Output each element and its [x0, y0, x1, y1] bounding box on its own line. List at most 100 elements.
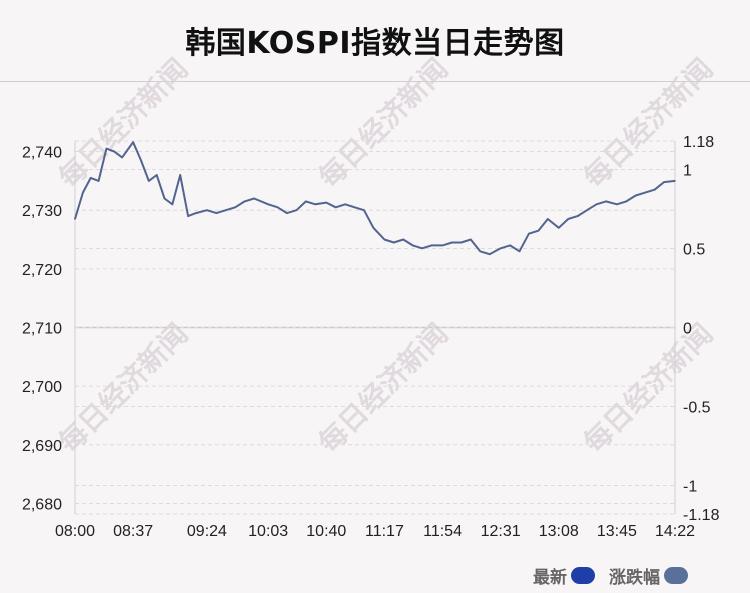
x-tick-label: 13:08: [539, 523, 579, 540]
data-point: [537, 229, 540, 232]
data-point: [353, 206, 356, 209]
data-point: [567, 218, 569, 220]
y-right-tick-label: 0.5: [683, 241, 705, 258]
title-divider: [0, 81, 750, 82]
data-point: [215, 212, 218, 214]
data-point: [441, 244, 444, 247]
x-tick-label: 08:00: [55, 523, 95, 540]
data-point: [179, 174, 182, 176]
legend-label-change: 涨跌幅: [609, 567, 660, 588]
x-tick-label: 12:31: [481, 523, 521, 540]
data-point: [243, 200, 246, 203]
data-point: [605, 200, 607, 203]
watermark-text: 每日经济新闻: [312, 52, 454, 194]
data-point: [97, 180, 100, 182]
data-point: [383, 238, 386, 241]
data-point: [295, 209, 298, 212]
y-right-tick-label: 1: [683, 162, 692, 179]
data-point: [372, 226, 375, 229]
watermark-text: 每日经济新闻: [52, 317, 194, 459]
data-point: [132, 141, 134, 143]
x-tick-label: 14:22: [655, 523, 695, 540]
data-point: [305, 200, 307, 203]
x-tick-label: 13:45: [597, 523, 637, 540]
data-point: [163, 197, 166, 200]
legend-swatch-change: [664, 566, 688, 584]
y-left-tick-label: 2,740: [22, 145, 62, 162]
data-point: [411, 244, 414, 247]
watermark-text: 每日经济新闻: [577, 52, 719, 194]
data-point: [89, 177, 92, 179]
data-point: [460, 241, 463, 244]
data-point: [402, 238, 405, 241]
x-tick-label: 10:03: [248, 523, 288, 540]
data-point: [234, 206, 237, 209]
data-point: [121, 156, 123, 159]
legend-item-latest[interactable]: 最新: [533, 563, 595, 588]
legend-swatch-latest: [571, 566, 595, 584]
data-point: [499, 247, 502, 250]
data-point: [616, 203, 618, 206]
data-point: [644, 191, 646, 194]
x-tick-label: 11:54: [423, 523, 462, 540]
data-point: [140, 159, 142, 162]
data-point: [653, 188, 656, 191]
data-point: [195, 212, 197, 214]
y-left-tick-label: 2,730: [22, 203, 62, 220]
data-point: [267, 203, 269, 206]
watermark-text: 每日经济新闻: [52, 52, 194, 194]
data-point: [105, 147, 108, 150]
data-point: [155, 174, 158, 176]
data-point: [528, 232, 530, 235]
data-point: [286, 212, 288, 214]
data-point: [187, 215, 189, 217]
legend-item-change[interactable]: 涨跌幅: [609, 563, 688, 588]
data-point: [148, 180, 150, 182]
data-point: [488, 253, 491, 255]
x-tick-label: 08:37: [113, 523, 153, 540]
y-left-tick-label: 2,680: [22, 496, 62, 513]
data-point: [74, 218, 76, 220]
data-point: [393, 241, 395, 244]
data-point: [171, 203, 174, 206]
data-point: [314, 203, 317, 206]
data-point: [509, 244, 511, 247]
y-left-tick-label: 2,700: [22, 379, 62, 396]
data-point: [586, 209, 588, 212]
watermark-text: 每日经济新闻: [577, 317, 719, 459]
chart-title-bar: 韩国KOSPI指数当日走势图: [0, 0, 750, 80]
data-point: [663, 181, 665, 183]
data-point: [253, 197, 255, 200]
data-point: [557, 226, 560, 229]
data-point: [451, 241, 453, 244]
data-point: [276, 206, 279, 209]
data-point: [325, 201, 328, 204]
y-left-tick-label: 2,710: [22, 321, 62, 338]
data-point: [546, 218, 549, 220]
data-point: [206, 209, 208, 212]
x-tick-label: 09:24: [187, 523, 227, 540]
data-point: [334, 206, 337, 209]
watermark-text: 每日经济新闻: [312, 317, 454, 459]
y-right-tick-label: 0: [683, 321, 692, 338]
y-right-tick-label: -1: [683, 479, 697, 496]
y-right-tick-label: 1.18: [683, 134, 714, 151]
data-point: [518, 250, 521, 253]
x-tick-label: 10:40: [306, 523, 346, 540]
data-point: [224, 209, 227, 212]
data-point: [363, 209, 365, 212]
chart-title: 韩国KOSPI指数当日走势图: [185, 26, 565, 61]
data-point: [595, 203, 598, 206]
data-point: [625, 200, 628, 203]
data-point: [634, 194, 637, 197]
data-point: [470, 238, 472, 241]
data-point: [576, 215, 579, 217]
y-right-tick-label: -0.5: [683, 400, 711, 417]
data-point: [113, 150, 116, 153]
x-tick-label: 11:17: [365, 523, 404, 540]
y-left-tick-label: 2,690: [22, 438, 62, 455]
data-point: [82, 191, 84, 194]
data-point: [674, 180, 676, 182]
legend-label-latest: 最新: [533, 567, 567, 588]
